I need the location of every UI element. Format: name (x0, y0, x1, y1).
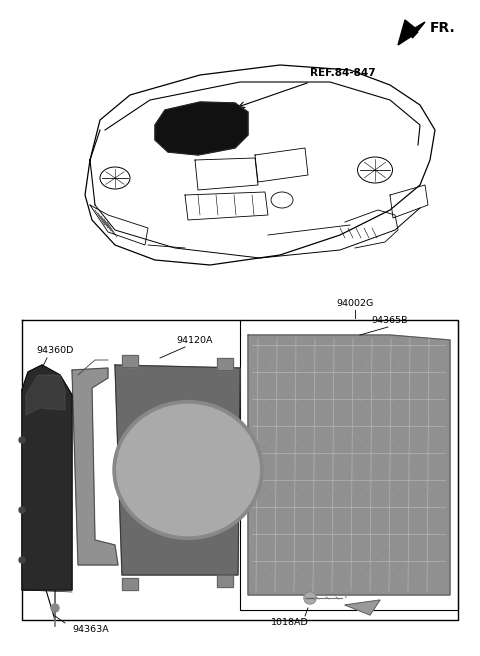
Circle shape (19, 557, 25, 563)
Polygon shape (26, 375, 65, 415)
Text: 94365B: 94365B (372, 316, 408, 325)
Polygon shape (345, 600, 380, 615)
Ellipse shape (117, 404, 259, 536)
Bar (217, 575, 233, 587)
Polygon shape (398, 20, 425, 45)
Circle shape (304, 592, 316, 604)
Circle shape (19, 507, 25, 513)
Ellipse shape (113, 401, 263, 539)
Text: REF.84-847: REF.84-847 (310, 68, 376, 78)
Polygon shape (115, 365, 240, 575)
Text: 94002G: 94002G (336, 299, 373, 308)
Text: FR.: FR. (430, 21, 456, 35)
Circle shape (19, 437, 25, 443)
Polygon shape (72, 368, 118, 565)
Text: 1018AD: 1018AD (271, 618, 309, 627)
Text: 94120A: 94120A (177, 336, 213, 345)
Circle shape (51, 604, 59, 612)
Text: 94360D: 94360D (36, 346, 74, 355)
Polygon shape (155, 102, 248, 155)
Polygon shape (248, 335, 450, 595)
Text: 94363A: 94363A (72, 625, 109, 634)
Bar (122, 578, 138, 590)
Polygon shape (22, 365, 72, 590)
Bar (217, 358, 233, 370)
Bar (122, 355, 138, 367)
Circle shape (305, 593, 315, 603)
